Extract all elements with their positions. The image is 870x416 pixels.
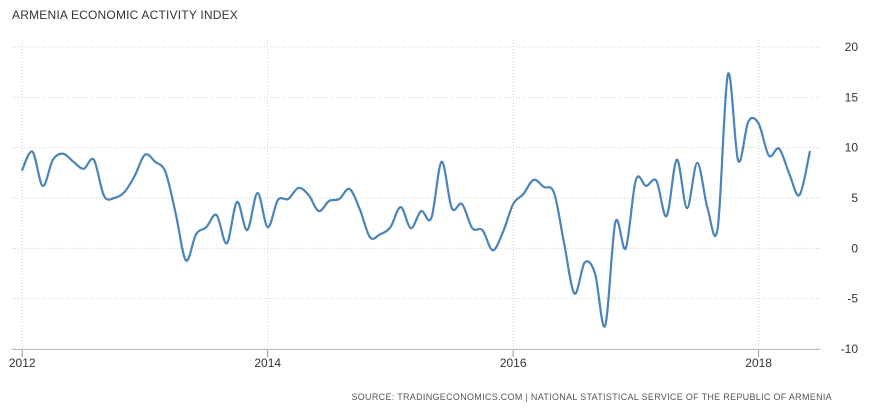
y-tick-label: -5 <box>847 292 858 306</box>
grid <box>12 40 820 357</box>
axes: 20 15 10 5 0 -5 -10 2012 2014 2016 2018 <box>9 40 858 370</box>
x-tick-label: 2016 <box>500 356 527 370</box>
x-tick-label: 2014 <box>254 356 281 370</box>
x-tick-label: 2012 <box>9 356 36 370</box>
y-tick-label: 20 <box>845 40 859 54</box>
y-tick-label: 5 <box>851 191 858 205</box>
y-tick-label: 0 <box>851 241 858 255</box>
source-note: SOURCE: TRADINGECONOMICS.COM | NATIONAL … <box>351 392 832 402</box>
series-line <box>21 72 811 328</box>
y-tick-label: -10 <box>841 342 859 356</box>
y-tick-label: 15 <box>845 90 859 104</box>
x-tick-label: 2018 <box>745 356 772 370</box>
series-layer <box>21 72 811 328</box>
y-tick-label: 10 <box>845 141 859 155</box>
chart-title: ARMENIA ECONOMIC ACTIVITY INDEX <box>12 8 239 22</box>
